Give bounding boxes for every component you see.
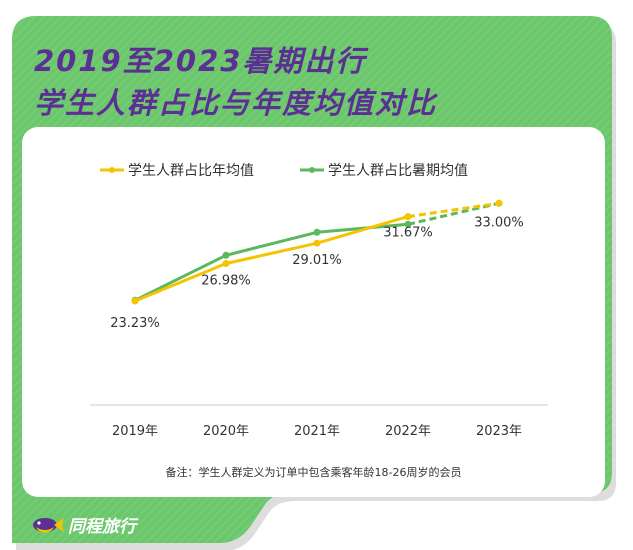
legend-marker: [309, 167, 315, 173]
series-segment: [134, 262, 227, 303]
series-segment: [407, 201, 500, 226]
x-tick-label: 2020年: [203, 424, 249, 439]
x-tick-label: 2021年: [294, 424, 340, 439]
series-segment: [225, 241, 318, 265]
legend-label: 学生人群占比暑期均值: [328, 163, 468, 179]
data-point: [495, 199, 503, 207]
data-point: [222, 260, 230, 267]
tongcheng-fish-logo-icon: [33, 517, 64, 532]
series-segment: [407, 201, 500, 219]
data-point: [404, 213, 412, 221]
series-segment: [225, 230, 318, 257]
brand-logo: 同程旅行: [32, 512, 136, 537]
data-label: 31.67%: [383, 226, 433, 241]
data-label: 33.00%: [474, 215, 524, 230]
legend-label: 学生人群占比年均值: [128, 163, 254, 179]
data-label: 29.01%: [292, 253, 342, 268]
data-label: 26.98%: [201, 274, 251, 289]
data-label: 23.23%: [110, 316, 160, 331]
series-segment: [134, 253, 227, 302]
data-point: [404, 220, 412, 228]
series-segment: [316, 215, 409, 245]
data-point: [313, 239, 321, 247]
legend-marker: [109, 167, 115, 173]
x-tick-label: 2022年: [385, 424, 431, 439]
data-point: [222, 251, 230, 259]
data-point: [131, 297, 139, 305]
data-point: [313, 228, 321, 236]
line-chart: 2019年 2020年 2021年 2022年 2023年 学生人群占比年均值 学生人群占比…: [90, 163, 548, 439]
series-segment: [316, 222, 409, 234]
title-line-1: 2019至2023暑期出行: [34, 44, 367, 78]
title-line-2: 学生人群占比与年度均值对比: [34, 86, 438, 120]
footnote: 备注：学生人群定义为订单中包含乘客年龄18-26周岁的会员: [165, 466, 462, 479]
brand-name: 同程旅行: [68, 517, 136, 537]
chart-card: 2019年 2020年 2021年 2022年 2023年 学生人群占比年均值 学生人群占比…: [22, 127, 605, 497]
x-tick-label: 2023年: [476, 424, 522, 439]
x-tick-label: 2019年: [112, 424, 158, 439]
